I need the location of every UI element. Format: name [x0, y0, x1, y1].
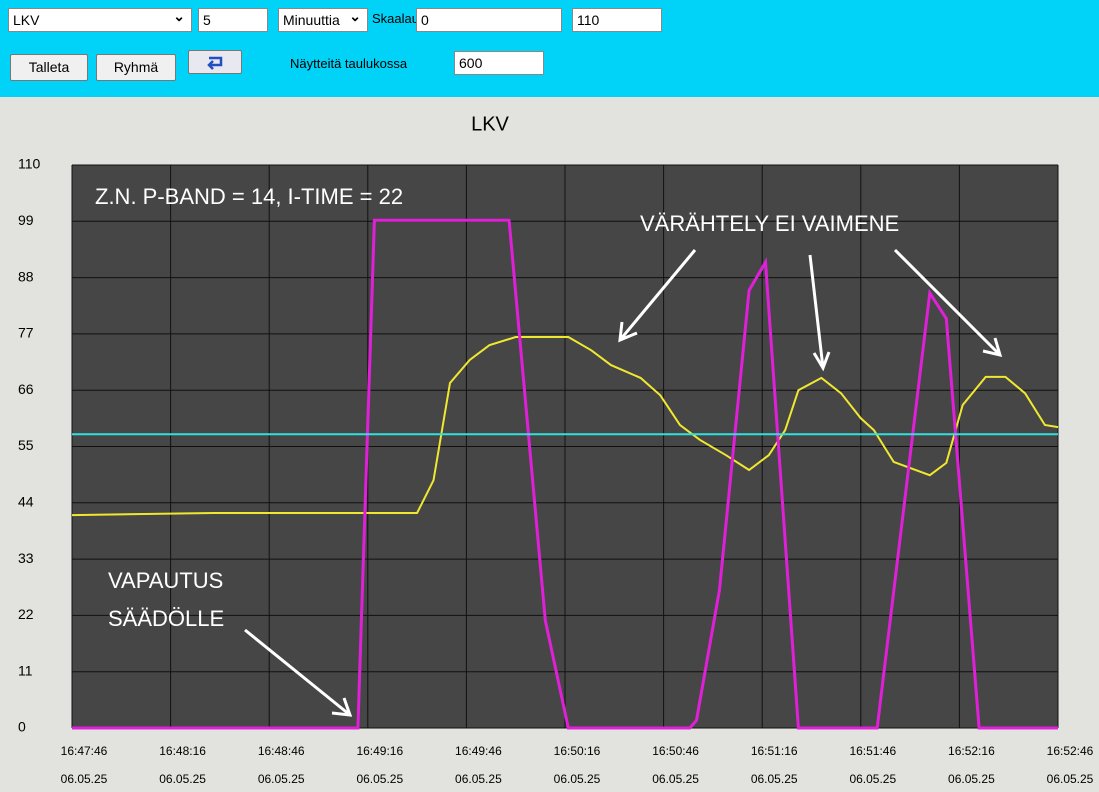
- chart: LKV Z.N. P-BAND = 14, I-TIME = 22 VÄRÄHT…: [18, 113, 1094, 786]
- x-tick-label: 16:48:46: [258, 744, 305, 758]
- group-button[interactable]: Ryhmä: [96, 54, 176, 81]
- x-tick-date: 06.05.25: [61, 772, 108, 786]
- arrows: [244, 248, 1003, 717]
- y-tick-label: 0: [18, 719, 26, 735]
- x-tick-date: 06.05.25: [751, 772, 798, 786]
- back-button[interactable]: [188, 50, 242, 74]
- annotation: SÄÄDÖLLE: [108, 606, 224, 631]
- save-button[interactable]: Talleta: [10, 54, 88, 81]
- y-tick-label: 110: [18, 156, 41, 172]
- x-tick-label: 16:52:16: [948, 744, 995, 758]
- x-tick-date: 06.05.25: [159, 772, 206, 786]
- scale-min-input[interactable]: 0: [416, 8, 562, 32]
- series-line: [72, 218, 1058, 730]
- x-tick-date: 06.05.25: [948, 772, 995, 786]
- x-tick-date: 06.05.25: [652, 772, 699, 786]
- annotation: VAPAUTUS: [108, 568, 223, 593]
- y-tick-label: 22: [18, 606, 34, 622]
- y-tick-label: 11: [18, 662, 33, 678]
- y-tick-label: 33: [18, 550, 34, 566]
- x-tick-label: 16:51:16: [751, 744, 798, 758]
- y-tick-label: 66: [18, 381, 34, 397]
- x-tick-date: 06.05.25: [554, 772, 601, 786]
- arrow: [893, 248, 1003, 358]
- x-tick-label: 16:49:46: [455, 744, 502, 758]
- x-tick-date: 06.05.25: [455, 772, 502, 786]
- x-tick-label: 16:49:16: [356, 744, 403, 758]
- x-tick-label: 16:51:46: [849, 744, 896, 758]
- series-line: [71, 336, 1059, 517]
- x-tick-date: 06.05.25: [356, 772, 403, 786]
- x-tick-date: 06.05.25: [849, 772, 896, 786]
- samples-label: Näytteitä taulukossa: [290, 56, 408, 71]
- arrow: [808, 254, 831, 372]
- x-tick-date: 06.05.25: [1047, 772, 1094, 786]
- toolbar: LKV 5 Minuuttia Skaalaus 0 110 Talleta R…: [0, 0, 1099, 97]
- annotation: VÄRÄHTELY EI VAIMENE: [640, 211, 899, 236]
- samples-input[interactable]: 600: [454, 51, 544, 75]
- chart-title: LKV: [471, 113, 509, 135]
- back-icon: [207, 56, 223, 70]
- measure-select[interactable]: LKV: [8, 5, 192, 32]
- scale-max-input[interactable]: 110: [572, 8, 662, 32]
- annotations: Z.N. P-BAND = 14, I-TIME = 22 VÄRÄHTELY …: [95, 184, 899, 631]
- y-tick-label: 99: [18, 212, 34, 228]
- scale-label: Skaalaus: [372, 11, 426, 26]
- y-tick-label: 55: [18, 437, 34, 453]
- y-tick-label: 44: [18, 494, 34, 510]
- annotation: Z.N. P-BAND = 14, I-TIME = 22: [95, 184, 403, 209]
- x-tick-date: 06.05.25: [258, 772, 305, 786]
- x-tick-label: 16:50:16: [554, 744, 601, 758]
- unit-select[interactable]: Minuuttia: [278, 5, 368, 32]
- arrow: [244, 628, 353, 717]
- y-tick-label: 88: [18, 268, 34, 284]
- x-tick-label: 16:52:46: [1047, 744, 1094, 758]
- period-input[interactable]: 5: [198, 8, 268, 32]
- arrow: [618, 249, 697, 343]
- x-tick-label: 16:48:16: [159, 744, 206, 758]
- y-tick-label: 77: [18, 325, 34, 341]
- x-tick-label: 16:50:46: [652, 744, 699, 758]
- x-tick-label: 16:47:46: [61, 744, 108, 758]
